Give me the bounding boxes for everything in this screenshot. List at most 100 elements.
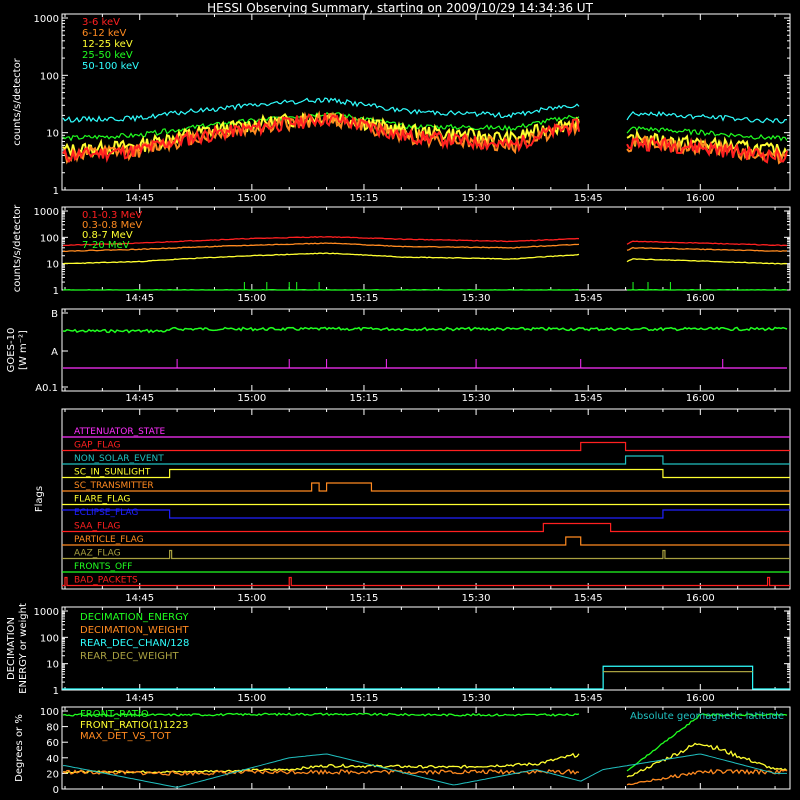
series-line-MAX_DET_VS_TOT — [62, 768, 788, 786]
panel-frame — [61, 706, 791, 790]
series-line-0.3-0.8 MeV — [63, 242, 788, 253]
y-tick-label: 1000 — [34, 207, 59, 218]
y-tick-label: B — [51, 309, 58, 320]
y-axis-label: counts/s/detector — [12, 57, 23, 145]
legend-entry: REAR_DEC_CHAN/128 — [80, 638, 189, 649]
flag-label: PARTICLE_FLAG — [74, 535, 144, 545]
x-tick-label: 15:30 — [462, 193, 491, 204]
x-tick-label: 15:30 — [462, 593, 491, 604]
flag-line-aaz_flag — [62, 549, 790, 560]
y-axis-label-units: [W m⁻²] — [18, 330, 29, 370]
y-axis-label: GOES-10 — [6, 328, 17, 373]
x-tick-label: 15:15 — [350, 393, 379, 404]
y-tick-label: A — [51, 347, 58, 358]
y-tick-label: 1 — [53, 286, 59, 297]
y-tick-label: 60 — [46, 738, 59, 749]
flag-line-bad_packets — [62, 576, 790, 587]
y-tick-label: A0.1 — [35, 383, 58, 394]
flag-line-eclipse_flag — [62, 509, 790, 519]
x-tick-label: 16:00 — [686, 193, 715, 204]
x-tick-label: 15:45 — [574, 293, 603, 304]
y-tick-label: 1000 — [34, 607, 59, 618]
x-tick-label: 14:45 — [125, 393, 154, 404]
x-tick-label: 15:45 — [574, 393, 603, 404]
x-tick-label: 14:45 — [125, 693, 154, 704]
flag-line-sc_transmitter — [62, 482, 790, 492]
legend-entry: FRONT_RATIO(1)1223 — [80, 720, 188, 731]
y-tick-label: 10 — [46, 660, 59, 671]
y-tick-label: 20 — [46, 769, 59, 780]
legend-entry: DECIMATION_WEIGHT — [80, 625, 189, 636]
flag-label: AAZ_FLAG — [74, 549, 121, 559]
x-tick-label: 15:00 — [237, 393, 266, 404]
legend-entry: FRONT_RATIO — [80, 709, 149, 720]
x-tick-label: 16:00 — [686, 593, 715, 604]
flag-label: ECLIPSE_FLAG — [74, 508, 138, 518]
chart-title: HESSI Observing Summary, starting on 200… — [207, 1, 593, 15]
x-tick-label: 15:15 — [350, 193, 379, 204]
legend-entry: 6-12 keV — [82, 28, 126, 39]
x-tick-label: 14:45 — [125, 293, 154, 304]
y-tick-label: 100 — [40, 233, 59, 244]
x-tick-label: 15:30 — [462, 693, 491, 704]
legend-entry: Absolute geomagnetic latitude — [630, 711, 784, 722]
flag-label: SC_IN_SUNLIGHT — [74, 468, 151, 478]
y-tick-label: 100 — [40, 71, 59, 82]
flag-label: SC_TRANSMITTER — [74, 481, 154, 491]
y-tick-label: 80 — [46, 723, 59, 734]
series-line-Absolute geomagnetic latitude — [63, 753, 787, 788]
flag-label: SAA_FLAG — [74, 522, 120, 532]
x-tick-label: 15:15 — [350, 593, 379, 604]
legend-entry: 0.1-0.3 MeV — [82, 210, 142, 221]
series-line-0.1-0.3 MeV — [62, 235, 788, 247]
legend-entry: 12-25 keV — [82, 39, 133, 50]
legend-entry: 3-6 keV — [82, 17, 120, 28]
x-tick-label: 15:45 — [574, 193, 603, 204]
y-axis-label-2: ENERGY or weight — [18, 603, 29, 694]
rear-dec-chan-line — [62, 665, 790, 690]
legend-entry: 0.3-0.8 MeV — [82, 220, 142, 231]
y-tick-label: 100 — [40, 633, 59, 644]
series-line-0.8-7 MeV — [62, 252, 788, 265]
flag-label: FRONTS_OFF — [74, 562, 132, 572]
x-tick-label: 15:00 — [237, 193, 266, 204]
y-axis-label: DECIMATION — [6, 617, 17, 680]
series-line-12-25 keV — [62, 111, 788, 159]
flag-label: BAD_PACKETS — [74, 576, 138, 586]
series-line-25-50 keV — [62, 111, 788, 142]
x-tick-label: 14:45 — [125, 193, 154, 204]
y-tick-label: 100 — [40, 707, 59, 718]
series-line-FRONT_RATIO(1)1223 — [63, 742, 788, 778]
y-tick-label: 10 — [46, 129, 59, 140]
y-tick-label: 1 — [53, 186, 59, 197]
legend-entry: 50-100 keV — [82, 61, 139, 72]
flag-label: NON_SOLAR_EVENT — [74, 454, 164, 464]
legend-entry: 7-20 MeV — [82, 240, 130, 251]
series-line-3-6 keV — [62, 112, 788, 164]
legend-entry: DECIMATION_ENERGY — [80, 612, 189, 623]
x-tick-label: 15:45 — [574, 593, 603, 604]
y-tick-label: 1 — [53, 686, 59, 697]
y-axis-label: Degrees or % — [14, 714, 25, 782]
flag-line-particle_flag — [62, 536, 790, 546]
x-tick-label: 15:00 — [237, 693, 266, 704]
y-tick-label: 0 — [53, 785, 59, 796]
flag-label: ATTENUATOR_STATE — [74, 427, 166, 437]
goes-long-line — [62, 326, 788, 334]
x-tick-label: 15:30 — [462, 393, 491, 404]
legend-entry: REAR_DEC_WEIGHT — [80, 651, 179, 662]
panel-frame — [61, 308, 791, 392]
x-tick-label: 15:15 — [350, 293, 379, 304]
x-tick-label: 16:00 — [686, 393, 715, 404]
flag-line-sc_in_sunlight — [62, 468, 790, 479]
x-tick-label: 16:00 — [686, 293, 715, 304]
x-tick-label: 16:00 — [686, 693, 715, 704]
series-line-50-100 keV — [62, 97, 788, 124]
flag-line-gap_flag — [62, 441, 790, 452]
flag-line-saa_flag — [62, 522, 790, 533]
x-tick-label: 14:45 — [125, 593, 154, 604]
series-line-FRONT_RATIO — [62, 712, 788, 772]
y-axis-label: Flags — [34, 486, 45, 512]
y-axis-label: counts/s/detector — [12, 204, 23, 292]
legend-entry: 0.8-7 MeV — [82, 230, 133, 241]
